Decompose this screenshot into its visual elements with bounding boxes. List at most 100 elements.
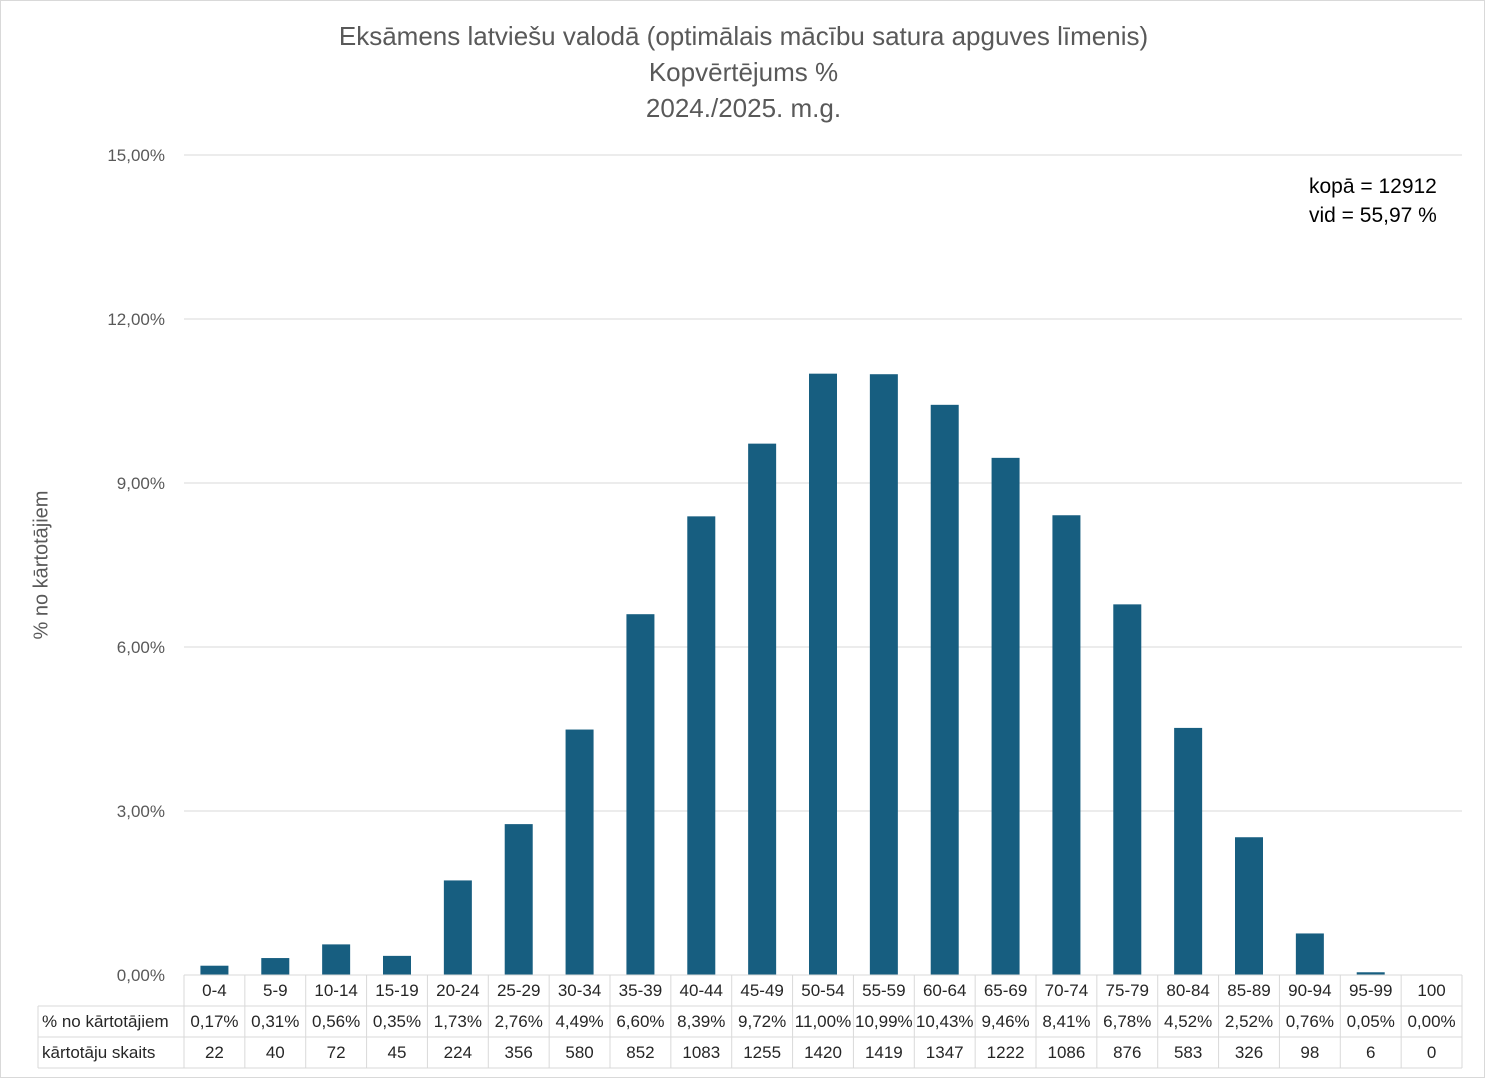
bar: [504, 824, 533, 975]
x-category-label: 85-89: [1227, 981, 1270, 1000]
x-category-label: 10-14: [314, 981, 357, 1000]
table-cell: 0,56%: [312, 1012, 360, 1031]
chart-title-line-3: 2024./2025. m.g.: [645, 93, 842, 123]
table-cell: 224: [444, 1043, 472, 1062]
table-cell: 1083: [682, 1043, 720, 1062]
table-cell: 583: [1174, 1043, 1202, 1062]
table-cell: 40: [266, 1043, 285, 1062]
table-cell: 0,00%: [1407, 1012, 1455, 1031]
table-cell: 326: [1235, 1043, 1263, 1062]
chart-title-line-2: Kopvērtējums %: [648, 57, 839, 87]
table-cell: 10,99%: [855, 1012, 913, 1031]
y-tick-label: 12,00%: [107, 310, 165, 329]
table-cell: 2,52%: [1225, 1012, 1273, 1031]
table-cell: 580: [565, 1043, 593, 1062]
table-cell: 4,52%: [1164, 1012, 1212, 1031]
summary-annotation: kopā = 12912 vid = 55,97 %: [1309, 172, 1437, 230]
x-category-label: 25-29: [497, 981, 540, 1000]
bars: [200, 373, 1385, 976]
table-cell: 1,73%: [434, 1012, 482, 1031]
bar: [748, 443, 777, 975]
table-cell: 98: [1300, 1043, 1319, 1062]
table-cell: 0,05%: [1347, 1012, 1395, 1031]
table-cell: 4,49%: [555, 1012, 603, 1031]
bar: [1113, 604, 1142, 975]
x-category-label: 100: [1417, 981, 1445, 1000]
table-cell: 0: [1427, 1043, 1436, 1062]
bar: [383, 955, 411, 975]
bar: [1052, 515, 1081, 975]
data-table: 0-4 5-9 10-14 15-19 20-24 25-29 30-34 35-39 40-4…: [37, 974, 1463, 1069]
table-cell: 1222: [987, 1043, 1025, 1062]
y-axis-ticks: 0,00% 3,00% 6,00% 9,00% 12,00% 15,00%: [107, 146, 165, 985]
x-category-label: 50-54: [801, 981, 844, 1000]
x-category-label: 90-94: [1288, 981, 1331, 1000]
x-category-label: 60-64: [923, 981, 966, 1000]
table-cell: 1419: [865, 1043, 903, 1062]
table-cell: 6,60%: [616, 1012, 664, 1031]
table-cell: 0,76%: [1286, 1012, 1334, 1031]
bar: [322, 944, 351, 975]
y-tick-label: 15,00%: [107, 146, 165, 165]
annotation-average: vid = 55,97 %: [1309, 204, 1437, 227]
table-cell: 8,39%: [677, 1012, 725, 1031]
x-category-label: 35-39: [619, 981, 662, 1000]
bar: [565, 729, 594, 975]
table-cell: 1347: [926, 1043, 964, 1062]
x-category-label: 45-49: [740, 981, 783, 1000]
table-cell: 10,43%: [916, 1012, 974, 1031]
x-category-label: 0-4: [202, 981, 227, 1000]
x-category-label: 80-84: [1166, 981, 1209, 1000]
table-cell: 11,00%: [795, 1012, 851, 1031]
bar: [1235, 837, 1263, 975]
table-cell: 2,76%: [495, 1012, 543, 1031]
x-category-label: 20-24: [436, 981, 479, 1000]
bar: [200, 965, 229, 975]
chart-title-line-1: Eksāmens latviešu valodā (optimālais māc…: [338, 21, 1149, 51]
table-cell: 852: [626, 1043, 654, 1062]
bar: [991, 457, 1020, 975]
table-cell: 1420: [804, 1043, 842, 1062]
table-row-label: kārtotāju skaits: [42, 1043, 155, 1062]
bar: [1295, 933, 1324, 975]
x-category-label: 15-19: [375, 981, 418, 1000]
bar: [1356, 972, 1385, 975]
bar: [1174, 727, 1203, 975]
x-category-label: 55-59: [862, 981, 905, 1000]
x-category-label: 95-99: [1349, 981, 1392, 1000]
bar: [869, 374, 898, 975]
bar: [687, 516, 716, 975]
table-cell: 6,78%: [1103, 1012, 1151, 1031]
table-cell: 876: [1113, 1043, 1141, 1062]
table-cell: 6: [1366, 1043, 1375, 1062]
table-cell: 8,41%: [1042, 1012, 1090, 1031]
table-cell: 72: [327, 1043, 346, 1062]
table-cell: 1086: [1048, 1043, 1086, 1062]
table-row-label: % no kārtotājiem: [42, 1012, 169, 1031]
table-cell: 0,35%: [373, 1012, 421, 1031]
x-category-label: 75-79: [1106, 981, 1149, 1000]
table-cell: 45: [388, 1043, 407, 1062]
bar: [809, 373, 837, 976]
bar: [443, 880, 472, 975]
chart-title: Eksāmens latviešu valodā (optimālais māc…: [0, 18, 1487, 126]
x-category-label: 5-9: [263, 981, 288, 1000]
y-tick-label: 9,00%: [117, 474, 165, 493]
table-cell: 9,46%: [981, 1012, 1029, 1031]
bar: [930, 404, 959, 975]
table-cell: 1255: [743, 1043, 781, 1062]
table-cell: 356: [505, 1043, 533, 1062]
x-category-label: 65-69: [984, 981, 1027, 1000]
y-tick-label: 0,00%: [117, 966, 165, 985]
table-cell: 9,72%: [738, 1012, 786, 1031]
table-cell: 0,17%: [190, 1012, 238, 1031]
annotation-total: kopā = 12912: [1309, 175, 1437, 198]
y-tick-label: 6,00%: [117, 638, 165, 657]
x-category-label: 40-44: [680, 981, 723, 1000]
table-cell: 0,31%: [251, 1012, 299, 1031]
bar: [261, 958, 290, 975]
y-tick-label: 3,00%: [117, 802, 165, 821]
x-category-label: 70-74: [1045, 981, 1088, 1000]
